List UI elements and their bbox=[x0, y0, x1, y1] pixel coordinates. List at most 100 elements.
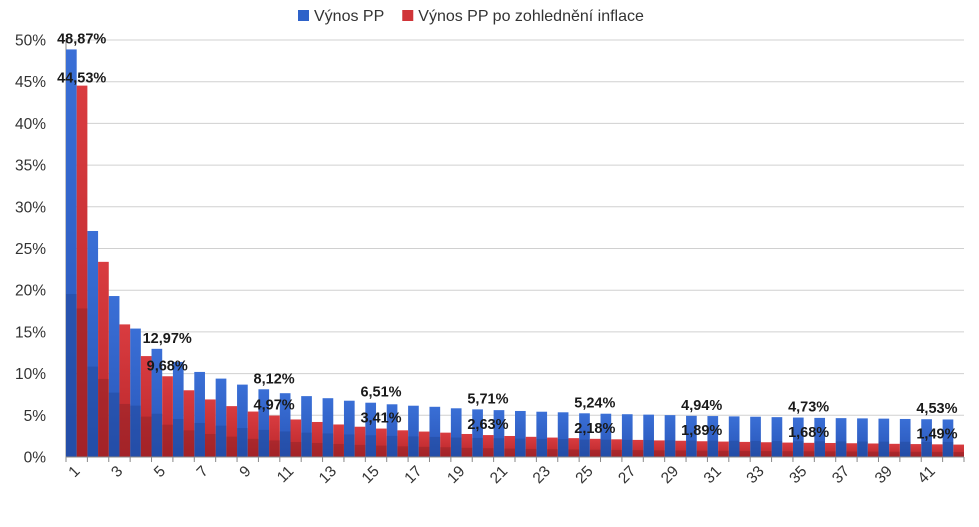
bar-shade bbox=[931, 451, 943, 457]
bar-vynos-pp-inflace-14 bbox=[354, 426, 366, 457]
bar-shade bbox=[686, 440, 697, 457]
bar-vynos-pp-27 bbox=[621, 414, 633, 457]
bar-vynos-pp-inflace-4 bbox=[140, 356, 152, 457]
x-tick-label: 7 bbox=[194, 463, 212, 481]
bar-shade bbox=[899, 441, 911, 457]
bar-vynos-pp-42 bbox=[942, 419, 954, 457]
x-tick-label: 21 bbox=[487, 463, 511, 487]
bar-shade bbox=[98, 378, 109, 457]
bar-vynos-pp-24 bbox=[557, 412, 569, 457]
data-label: 6,51% bbox=[360, 385, 401, 401]
data-label: 2,63% bbox=[467, 417, 508, 433]
legend-swatch bbox=[298, 10, 309, 21]
x-tick-label: 27 bbox=[615, 463, 639, 487]
bar-shade bbox=[504, 448, 515, 457]
bar-vynos-pp-inflace-11 bbox=[290, 419, 302, 457]
bar-vynos-pp-33 bbox=[750, 416, 761, 457]
bar-reflections bbox=[66, 293, 964, 457]
bar-shade bbox=[119, 403, 131, 457]
x-tick-label: 5 bbox=[151, 463, 169, 481]
bar-shade bbox=[354, 444, 366, 457]
bar-vynos-pp-5 bbox=[151, 348, 163, 457]
x-tick-label: 31 bbox=[701, 463, 725, 487]
data-label: 4,73% bbox=[788, 400, 829, 416]
bar-vynos-pp-inflace-37 bbox=[846, 443, 858, 457]
bar-vynos-pp-inflace-38 bbox=[867, 443, 879, 457]
bar-shade bbox=[632, 450, 644, 457]
bar-vynos-pp-11 bbox=[279, 393, 291, 457]
bar-shade bbox=[600, 439, 612, 457]
bar-shade bbox=[204, 433, 216, 457]
bar-shade bbox=[803, 451, 815, 457]
bar-shade bbox=[889, 451, 900, 457]
bar-vynos-pp-inflace-7 bbox=[204, 399, 216, 457]
bar-vynos-pp-inflace-20 bbox=[482, 435, 494, 457]
bar-vynos-pp-28 bbox=[643, 414, 654, 457]
x-tick-label: 23 bbox=[530, 463, 554, 487]
x-tick-label: 37 bbox=[829, 463, 853, 487]
bar-vynos-pp-26 bbox=[600, 413, 612, 457]
y-tick-label: 30% bbox=[15, 199, 46, 216]
bar-shade bbox=[621, 439, 633, 457]
bar-vynos-pp-inflace-39 bbox=[889, 443, 900, 457]
data-label: 1,49% bbox=[916, 426, 957, 442]
bar-shade bbox=[162, 424, 173, 457]
bar-vynos-pp-35 bbox=[792, 417, 804, 457]
bar-shade bbox=[311, 442, 323, 457]
bar-shade bbox=[76, 308, 88, 457]
x-tick-label: 17 bbox=[401, 463, 425, 487]
bar-vynos-pp-inflace-1 bbox=[76, 85, 88, 457]
bar-vynos-pp-inflace-35 bbox=[803, 442, 815, 457]
bar-vynos-pp-inflace-32 bbox=[739, 441, 751, 457]
bar-shade bbox=[226, 436, 238, 457]
y-tick-label: 20% bbox=[15, 283, 46, 300]
y-tick-label: 0% bbox=[24, 450, 47, 467]
bar-shade bbox=[151, 413, 163, 457]
bar-vynos-pp-22 bbox=[515, 410, 526, 457]
bar-vynos-pp-29 bbox=[664, 415, 676, 457]
bar-shade bbox=[589, 449, 601, 457]
data-label: 12,97% bbox=[143, 331, 192, 347]
bar-shade bbox=[87, 366, 99, 457]
bar-shade bbox=[942, 441, 954, 457]
bar-shade bbox=[568, 449, 580, 457]
bar-shade bbox=[215, 425, 227, 457]
bar-vynos-pp-6 bbox=[172, 361, 184, 457]
x-tick-label: 15 bbox=[359, 463, 383, 487]
bars bbox=[66, 49, 964, 458]
bar-vynos-pp-inflace-5 bbox=[162, 376, 173, 457]
bar-vynos-pp-10 bbox=[258, 389, 270, 457]
data-label: 4,94% bbox=[681, 398, 722, 414]
data-label: 9,68% bbox=[147, 358, 188, 374]
legend-item: Výnos PP po zohlednění inflace bbox=[402, 8, 644, 25]
bar-shade bbox=[515, 438, 526, 457]
bar-vynos-pp-inflace-10 bbox=[269, 415, 280, 457]
bar-shade bbox=[493, 438, 505, 457]
bar-vynos-pp-inflace-19 bbox=[461, 433, 473, 457]
x-tick-label: 1 bbox=[65, 463, 83, 481]
bar-shade bbox=[365, 435, 377, 457]
bar-shade bbox=[739, 450, 751, 457]
bar-vynos-pp-39 bbox=[878, 418, 890, 457]
bar-shade bbox=[857, 441, 868, 457]
data-label: 48,87% bbox=[57, 31, 106, 47]
bar-vynos-pp-inflace-40 bbox=[910, 444, 922, 457]
bar-vynos-pp-1 bbox=[66, 49, 77, 458]
data-label: 3,41% bbox=[360, 411, 401, 427]
data-label: 4,53% bbox=[916, 401, 957, 417]
bar-vynos-pp-inflace-28 bbox=[653, 440, 665, 457]
data-label: 8,12% bbox=[254, 371, 295, 387]
bar-shade bbox=[472, 437, 483, 457]
bar-vynos-pp-inflace-36 bbox=[825, 442, 836, 457]
bar-shade bbox=[130, 405, 141, 457]
bar-vynos-pp-9 bbox=[237, 384, 248, 457]
data-label: 1,89% bbox=[681, 423, 722, 439]
bar-shade bbox=[66, 293, 77, 457]
bar-shade bbox=[867, 451, 879, 457]
bar-shade bbox=[707, 440, 719, 457]
bar-shade bbox=[718, 450, 729, 457]
bar-vynos-pp-inflace-23 bbox=[547, 437, 558, 457]
bar-vynos-pp-36 bbox=[814, 417, 826, 457]
bar-vynos-pp-inflace-29 bbox=[675, 440, 687, 457]
